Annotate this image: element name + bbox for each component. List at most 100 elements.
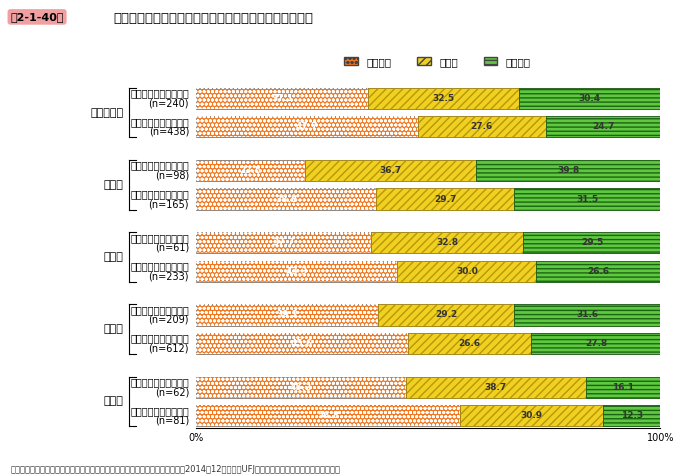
Text: 23.5: 23.5: [239, 166, 261, 175]
Bar: [475, 160, 660, 181]
Text: (n=98): (n=98): [155, 170, 189, 180]
Text: (n=81): (n=81): [155, 416, 189, 426]
Bar: [196, 405, 460, 426]
Text: 38.7: 38.7: [485, 383, 507, 392]
Bar: [305, 160, 475, 181]
Bar: [196, 405, 460, 426]
Text: 新商品開発の取組なし: 新商品開発の取組なし: [130, 89, 189, 99]
Text: (n=62): (n=62): [155, 387, 189, 397]
Text: (n=165): (n=165): [149, 199, 189, 209]
Text: 31.5: 31.5: [577, 195, 599, 204]
Text: 45.6: 45.6: [291, 339, 313, 348]
Bar: [196, 160, 305, 181]
Text: 業種別、新商品開発の取組状況別に見た経常利益の傾向: 業種別、新商品開発の取組状況別に見た経常利益の傾向: [114, 12, 314, 25]
Text: 30.0: 30.0: [456, 267, 477, 276]
Text: 新商品開発の取組なし: 新商品開発の取組なし: [130, 233, 189, 243]
Bar: [406, 377, 585, 398]
Text: 39.8: 39.8: [557, 166, 579, 175]
Text: 37.7: 37.7: [272, 238, 294, 247]
Bar: [196, 232, 371, 253]
Text: 31.6: 31.6: [576, 310, 598, 319]
Bar: [305, 160, 475, 181]
Text: 26.6: 26.6: [587, 267, 610, 276]
Bar: [514, 304, 660, 326]
Bar: [196, 188, 376, 210]
Bar: [603, 405, 660, 426]
Bar: [531, 333, 660, 354]
Text: 建設業: 建設業: [103, 397, 123, 407]
Bar: [368, 88, 519, 109]
Text: 第2-1-40図: 第2-1-40図: [10, 12, 64, 22]
Text: (n=61): (n=61): [155, 243, 189, 253]
Bar: [514, 304, 660, 326]
Text: 56.8: 56.8: [317, 411, 339, 420]
Text: 資料：中小企業庁委託「「市場開拓」と「新たな取り組み」に関する調査」（2014年12月、三菱UFJリサーチ＆コンサルティング（株））: 資料：中小企業庁委託「「市場開拓」と「新たな取り組み」に関する調査」（2014年…: [10, 465, 341, 474]
Text: (n=438): (n=438): [149, 127, 189, 137]
Text: (n=233): (n=233): [149, 271, 189, 281]
Bar: [406, 377, 585, 398]
Bar: [196, 377, 406, 398]
Text: 39.2: 39.2: [276, 310, 298, 319]
Bar: [531, 333, 660, 354]
Bar: [397, 261, 537, 282]
Text: 新商品開発の取組なし: 新商品開発の取組なし: [130, 377, 189, 387]
Bar: [196, 188, 376, 210]
Text: (n=240): (n=240): [149, 99, 189, 109]
Bar: [519, 88, 660, 109]
Bar: [397, 261, 537, 282]
Text: (n=209): (n=209): [149, 315, 189, 325]
Bar: [537, 261, 660, 282]
Text: 24.7: 24.7: [592, 122, 614, 131]
Bar: [603, 405, 660, 426]
Bar: [514, 188, 660, 210]
Bar: [524, 232, 660, 253]
Bar: [585, 377, 660, 398]
Bar: [524, 232, 660, 253]
Bar: [418, 116, 546, 138]
Text: 27.6: 27.6: [471, 122, 493, 131]
Text: 37.1: 37.1: [271, 94, 293, 103]
Bar: [196, 261, 397, 282]
Bar: [196, 304, 378, 326]
Bar: [196, 88, 368, 109]
Bar: [475, 160, 660, 181]
Text: 43.3: 43.3: [286, 267, 308, 276]
Text: 製造業: 製造業: [103, 324, 123, 334]
Text: 30.4: 30.4: [579, 94, 601, 103]
Bar: [546, 116, 660, 138]
Text: 29.2: 29.2: [435, 310, 457, 319]
Bar: [196, 116, 418, 138]
Bar: [371, 232, 524, 253]
Text: 新商品開発の取組なし: 新商品開発の取組なし: [130, 305, 189, 315]
Bar: [546, 116, 660, 138]
Bar: [196, 333, 408, 354]
Bar: [196, 377, 406, 398]
Text: 27.8: 27.8: [585, 339, 607, 348]
Bar: [196, 232, 371, 253]
Bar: [196, 333, 408, 354]
Bar: [408, 333, 531, 354]
Text: 47.7: 47.7: [296, 122, 318, 131]
Bar: [537, 261, 660, 282]
Bar: [196, 88, 368, 109]
Text: 新商品開発の取組なし: 新商品開発の取組なし: [130, 160, 189, 170]
Bar: [196, 304, 378, 326]
Bar: [196, 261, 397, 282]
Text: 新商品開発の取組あり: 新商品開発の取組あり: [130, 117, 189, 127]
Bar: [376, 188, 514, 210]
Text: 29.7: 29.7: [434, 195, 456, 204]
Text: サービス業: サービス業: [90, 108, 123, 118]
Bar: [376, 188, 514, 210]
Bar: [418, 116, 546, 138]
Text: 30.9: 30.9: [521, 411, 543, 420]
Bar: [196, 116, 418, 138]
Text: 45.2: 45.2: [290, 383, 312, 392]
Bar: [514, 188, 660, 210]
Text: 36.7: 36.7: [379, 166, 402, 175]
Legend: 増益傾向, 横ばい, 減益傾向: 増益傾向, 横ばい, 減益傾向: [344, 57, 531, 67]
Bar: [460, 405, 603, 426]
Bar: [368, 88, 519, 109]
Text: 新商品開発の取組あり: 新商品開発の取組あり: [130, 261, 189, 271]
Text: 32.5: 32.5: [433, 94, 455, 103]
Text: 38.8: 38.8: [275, 195, 297, 204]
